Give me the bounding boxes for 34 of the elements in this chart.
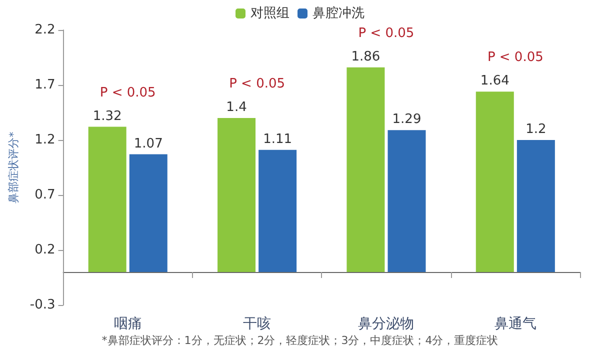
x-tick-label: 鼻分泌物 [358, 316, 414, 332]
data-label: 1.29 [392, 112, 422, 128]
bar [476, 92, 514, 272]
y-axis-title: 鼻部症状评分* [7, 131, 20, 204]
bar [346, 67, 385, 272]
data-label: 1.4 [226, 100, 247, 115]
y-tick-label: 1.2 [34, 132, 56, 148]
bar [88, 126, 126, 272]
annotation: P < 0.05 [358, 26, 414, 41]
text: *鼻部症状评分：1分，无症状；2分，轻度症状；3分，中度症状；4分，重度症状 [102, 334, 498, 347]
data-label: 1.2 [526, 122, 546, 137]
y-tick-label: 2.2 [34, 22, 56, 38]
y-tick-label: 0.2 [34, 242, 56, 258]
data-label: 1.32 [92, 108, 122, 124]
bar [388, 130, 426, 272]
data-label: 1.86 [351, 49, 380, 64]
bar [516, 140, 555, 272]
legend-label: 对照组 [250, 6, 290, 21]
y-tick-label: 0.7 [34, 188, 56, 202]
x-tick-label: 咽痛 [114, 316, 142, 332]
bar [258, 150, 297, 272]
data-label: 1.64 [480, 74, 510, 89]
bar [218, 118, 256, 272]
x-tick-label: 干咳 [243, 316, 272, 332]
bar [129, 154, 168, 272]
data-label: 1.11 [263, 132, 292, 147]
annotation: P < 0.05 [229, 76, 286, 92]
y-tick-label: -0.3 [30, 298, 56, 312]
y-tick-label: 1.7 [34, 78, 56, 92]
annotation: P < 0.05 [487, 50, 544, 66]
x-tick-label: 鼻通气 [494, 316, 536, 332]
annotation: P < 0.05 [100, 85, 156, 100]
legend-label: 鼻腔冲洗 [312, 6, 364, 21]
data-label: 1.07 [134, 136, 163, 152]
